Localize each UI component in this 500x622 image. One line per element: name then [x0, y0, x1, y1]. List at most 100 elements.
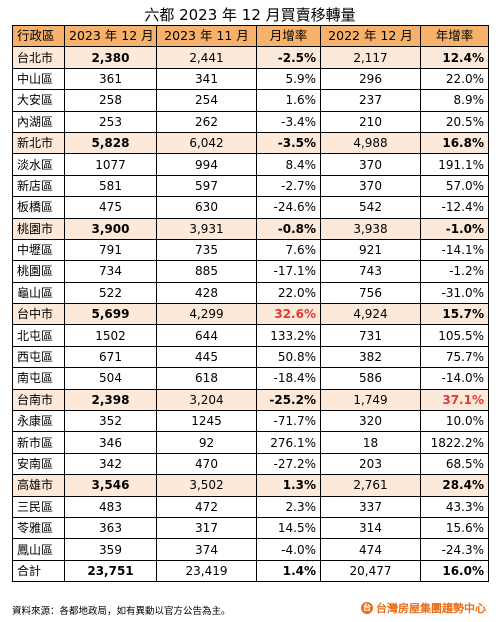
district-cell: 大安區 — [12, 89, 65, 112]
nov-2023-cell: 3,204 — [156, 388, 257, 412]
header-dec-2023: 2023 年 12 月 — [64, 24, 157, 48]
nov-2023-cell: 2,441 — [156, 46, 257, 69]
dec-2022-cell: 474 — [320, 538, 421, 561]
yoy-cell: 191.1% — [420, 153, 489, 176]
dec-2022-cell: 382 — [320, 345, 421, 369]
dec-2022-cell: 320 — [320, 410, 421, 433]
transfer-table: 行政區 2023 年 12 月 2023 年 11 月 月增率 2022 年 1… — [12, 24, 489, 583]
table-row: 三民區 483 472 2.3% 337 43.3% — [12, 495, 489, 518]
mom-cell: 1.3% — [256, 474, 321, 497]
district-cell: 台南市 — [12, 388, 65, 412]
yoy-cell: 68.5% — [420, 452, 489, 476]
yoy-cell: 105.5% — [420, 324, 489, 347]
mom-cell: 32.6% — [256, 303, 321, 326]
nov-2023-cell: 630 — [156, 196, 257, 219]
city-row: 台中市 5,699 4,299 32.6% 4,924 15.7% — [12, 303, 489, 326]
dec-2023-cell: 1077 — [64, 153, 157, 176]
dec-2022-cell: 756 — [320, 281, 421, 305]
nov-2023-cell: 3,931 — [156, 217, 257, 240]
dec-2023-cell: 258 — [64, 89, 157, 112]
district-cell: 鳳山區 — [12, 538, 65, 561]
yoy-cell: 8.9% — [420, 89, 489, 112]
mom-cell: 50.8% — [256, 345, 321, 369]
district-cell: 高雄市 — [12, 474, 65, 497]
dec-2023-cell: 2,380 — [64, 46, 157, 69]
yoy-cell: 1822.2% — [420, 431, 489, 454]
district-cell: 龜山區 — [12, 281, 65, 305]
dec-2023-cell: 346 — [64, 431, 157, 454]
table-row: 內湖區 253 262 -3.4% 210 20.5% — [12, 110, 489, 133]
dec-2022-cell: 237 — [320, 89, 421, 112]
header-mom: 月增率 — [256, 24, 321, 48]
table-row: 淡水區 1077 994 8.4% 370 191.1% — [12, 153, 489, 176]
nov-2023-cell: 92 — [156, 431, 257, 454]
dec-2022-cell: 586 — [320, 367, 421, 390]
nov-2023-cell: 341 — [156, 67, 257, 91]
brand-logo: 台 台灣房屋集團趨勢中心 — [361, 600, 486, 616]
header-dec-2022: 2022 年 12 月 — [320, 24, 421, 48]
district-cell: 安南區 — [12, 452, 65, 476]
nov-2023-cell: 472 — [156, 495, 257, 518]
yoy-cell: -1.0% — [420, 217, 489, 240]
yoy-cell: 16.0% — [420, 559, 489, 583]
dec-2022-cell: 3,938 — [320, 217, 421, 240]
district-cell: 西屯區 — [12, 345, 65, 369]
district-cell: 台北市 — [12, 46, 65, 69]
mom-cell: -18.4% — [256, 367, 321, 390]
mom-cell: -3.4% — [256, 110, 321, 133]
mom-cell: 1.4% — [256, 559, 321, 583]
dec-2022-cell: 4,924 — [320, 303, 421, 326]
district-cell: 永康區 — [12, 410, 65, 433]
dec-2023-cell: 475 — [64, 196, 157, 219]
table-header-row: 行政區 2023 年 12 月 2023 年 11 月 月增率 2022 年 1… — [12, 24, 489, 48]
nov-2023-cell: 262 — [156, 110, 257, 133]
nov-2023-cell: 6,042 — [156, 131, 257, 155]
yoy-cell: 22.0% — [420, 67, 489, 91]
nov-2023-cell: 994 — [156, 153, 257, 176]
mom-cell: -17.1% — [256, 260, 321, 283]
district-cell: 中壢區 — [12, 238, 65, 262]
table-row: 新店區 581 597 -2.7% 370 57.0% — [12, 174, 489, 198]
source-note: 資料來源：各都地政局，如有異動以官方公告為主。 — [12, 606, 231, 617]
district-cell: 新店區 — [12, 174, 65, 198]
dec-2022-cell: 370 — [320, 153, 421, 176]
yoy-cell: 28.4% — [420, 474, 489, 497]
district-cell: 板橋區 — [12, 196, 65, 219]
table-row: 板橋區 475 630 -24.6% 542 -12.4% — [12, 196, 489, 219]
dec-2023-cell: 2,398 — [64, 388, 157, 412]
yoy-cell: 16.8% — [420, 131, 489, 155]
mom-cell: 2.3% — [256, 495, 321, 518]
dec-2022-cell: 203 — [320, 452, 421, 476]
dec-2022-cell: 296 — [320, 67, 421, 91]
nov-2023-cell: 4,299 — [156, 303, 257, 326]
table-row: 南屯區 504 618 -18.4% 586 -14.0% — [12, 367, 489, 390]
dec-2022-cell: 542 — [320, 196, 421, 219]
district-cell: 新北市 — [12, 131, 65, 155]
header-district: 行政區 — [12, 24, 65, 48]
nov-2023-cell: 317 — [156, 516, 257, 540]
mom-cell: -71.7% — [256, 410, 321, 433]
district-cell: 北屯區 — [12, 324, 65, 347]
mom-cell: -2.7% — [256, 174, 321, 198]
table-row: 苓雅區 363 317 14.5% 314 15.6% — [12, 516, 489, 540]
dec-2022-cell: 1,749 — [320, 388, 421, 412]
district-cell: 內湖區 — [12, 110, 65, 133]
dec-2022-cell: 314 — [320, 516, 421, 540]
table-row: 中壢區 791 735 7.6% 921 -14.1% — [12, 238, 489, 262]
district-cell: 台中市 — [12, 303, 65, 326]
nov-2023-cell: 3,502 — [156, 474, 257, 497]
total-row: 合計 23,751 23,419 1.4% 20,477 16.0% — [12, 559, 489, 583]
dec-2022-cell: 2,117 — [320, 46, 421, 69]
dec-2022-cell: 18 — [320, 431, 421, 454]
dec-2022-cell: 370 — [320, 174, 421, 198]
mom-cell: -27.2% — [256, 452, 321, 476]
dec-2023-cell: 253 — [64, 110, 157, 133]
dec-2023-cell: 522 — [64, 281, 157, 305]
yoy-cell: -1.2% — [420, 260, 489, 283]
dec-2022-cell: 210 — [320, 110, 421, 133]
mom-cell: -0.8% — [256, 217, 321, 240]
city-row: 高雄市 3,546 3,502 1.3% 2,761 28.4% — [12, 474, 489, 497]
dec-2023-cell: 791 — [64, 238, 157, 262]
nov-2023-cell: 445 — [156, 345, 257, 369]
dec-2022-cell: 337 — [320, 495, 421, 518]
